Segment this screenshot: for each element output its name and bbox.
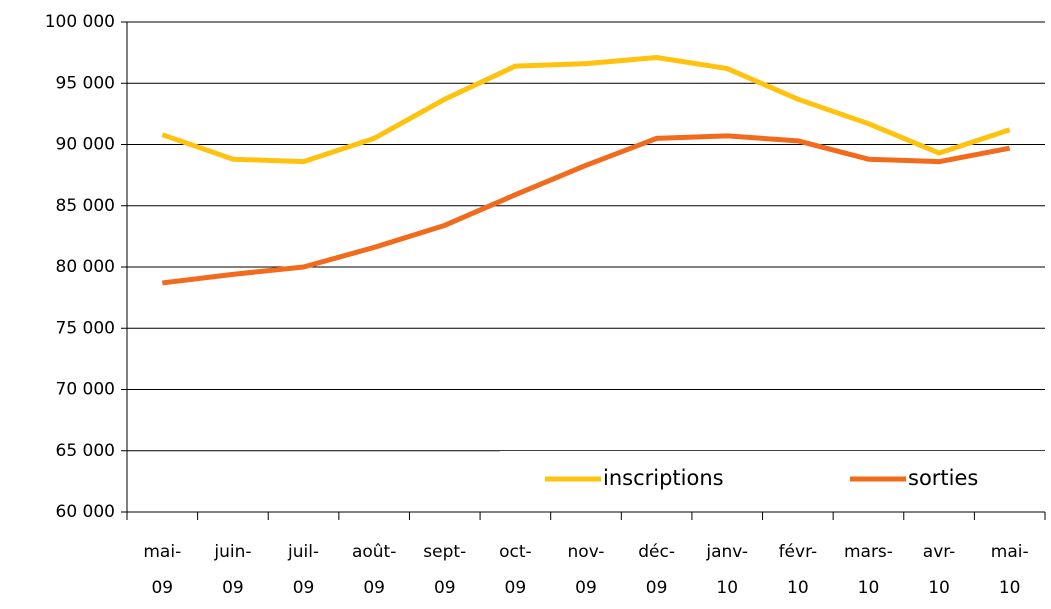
x-tick-label: mars- 10 <box>843 542 893 598</box>
series-line <box>161 55 1011 165</box>
x-tick-label: avr- 10 <box>922 542 956 598</box>
x-tick-label: juil- 09 <box>287 542 320 598</box>
x-tick-label: oct- 09 <box>499 542 532 598</box>
y-tick-label: 90 000 <box>56 135 115 155</box>
y-tick-label: 85 000 <box>56 196 115 216</box>
series-line <box>162 133 1011 286</box>
x-tick-label: sept- 09 <box>423 542 467 598</box>
y-tick-label: 75 000 <box>56 318 115 338</box>
x-tick-label: juin- 09 <box>214 542 252 598</box>
y-tick-label: 100 000 <box>45 12 115 32</box>
x-tick-label: août- 09 <box>351 542 397 598</box>
y-tick-label: 60 000 <box>56 502 115 522</box>
y-tick-label: 95 000 <box>56 73 115 93</box>
y-tick-label: 65 000 <box>56 441 115 461</box>
y-tick-label: 80 000 <box>56 257 115 277</box>
x-tick-label: mai- 09 <box>143 542 182 598</box>
x-tick-label: janv- 10 <box>706 542 749 598</box>
x-tick-label: nov- 09 <box>567 542 605 598</box>
legend-label: sorties <box>908 466 978 490</box>
x-tick-label: mai- 10 <box>990 542 1029 598</box>
legend-label: inscriptions <box>603 466 724 490</box>
x-tick-label: févr- 10 <box>778 542 818 598</box>
x-tick-label: déc- 09 <box>638 542 675 598</box>
y-tick-label: 70 000 <box>56 380 115 400</box>
